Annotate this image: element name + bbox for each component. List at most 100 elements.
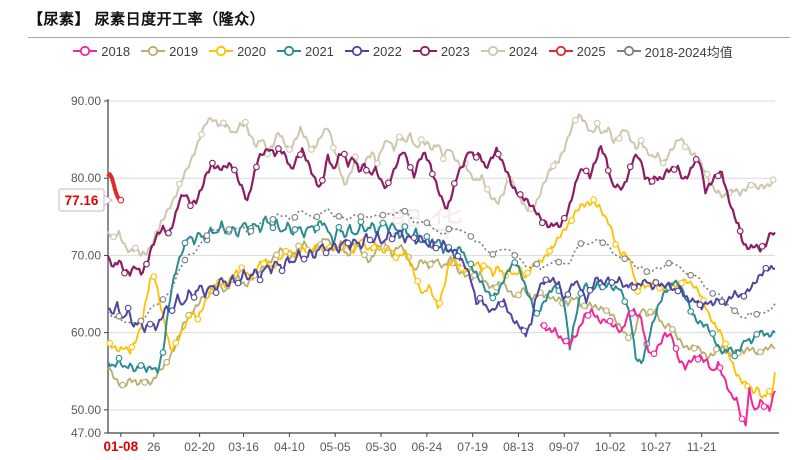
series-2022-marker	[586, 286, 594, 294]
series-mean-marker	[313, 213, 321, 221]
series-2022-marker	[542, 276, 550, 284]
series-2022-marker	[630, 284, 638, 291]
series-2023-marker	[428, 170, 436, 178]
series-2019-marker	[361, 251, 368, 259]
series-2019-marker	[625, 334, 632, 342]
series-2022-marker	[212, 289, 220, 296]
series-mean-marker	[137, 317, 145, 325]
series-2023-marker	[494, 150, 502, 158]
series-2020-marker	[150, 273, 158, 280]
series-2021-marker	[467, 260, 475, 268]
series-2024-marker	[110, 233, 117, 241]
series-2023-marker	[385, 179, 392, 187]
x-axis-label-06-24: 06-24	[411, 440, 442, 454]
series-2019-marker	[756, 348, 764, 356]
series-2019-marker	[669, 325, 676, 333]
series-mean-marker	[291, 214, 299, 221]
series-2024-marker	[308, 146, 315, 153]
series-2021-marker	[533, 310, 541, 317]
x-axis-label-08-13: 08-13	[503, 440, 534, 454]
legend-label: 2025	[576, 43, 606, 59]
series-2018-marker	[650, 350, 658, 358]
series-2021-marker	[621, 298, 629, 305]
series-2019-marker	[163, 358, 170, 366]
series-2023-marker	[758, 242, 766, 250]
series-2023-marker	[714, 172, 722, 180]
series-2022-marker	[256, 276, 264, 284]
legend-swatch-2019	[141, 45, 166, 57]
series-2024-marker	[549, 162, 557, 170]
series-2024-marker	[330, 144, 337, 152]
series-2019-marker	[119, 381, 127, 389]
series-mean-marker	[247, 227, 255, 235]
current-value-label: 77.16	[65, 193, 99, 208]
legend-item-2018: 2018	[73, 44, 130, 59]
series-2022-marker	[454, 252, 462, 260]
series-2019-marker	[295, 242, 302, 250]
legend-item-2019: 2019	[141, 44, 198, 59]
legend-item-2021: 2021	[276, 43, 334, 59]
series-2024-marker	[396, 133, 403, 141]
series-2021-marker	[401, 223, 409, 230]
series-2021-marker	[159, 349, 167, 356]
series-2022-marker	[432, 244, 440, 252]
x-axis-label-04-10: 04-10	[274, 440, 305, 454]
series-line-mean	[107, 208, 776, 324]
series-2024-marker	[483, 185, 491, 193]
series-2023-marker	[516, 191, 524, 198]
series-2019-marker	[273, 251, 280, 259]
legend-item-2022: 2022	[344, 44, 402, 59]
series-2019-marker	[581, 302, 588, 310]
series-2021-marker	[489, 294, 497, 302]
series-mean-marker	[445, 225, 453, 233]
series-mean-marker	[401, 207, 409, 215]
legend-label: 2018	[101, 43, 131, 59]
series-2024-marker	[374, 160, 381, 167]
current-value-callout	[58, 188, 105, 212]
legend-label: 2024	[508, 43, 538, 59]
series-line-2018	[539, 307, 776, 427]
series-2022-marker	[168, 307, 176, 314]
series-line-2023	[107, 145, 776, 277]
series-2019-marker	[603, 307, 610, 315]
legend-label: 2023	[440, 43, 470, 59]
series-2023-marker	[692, 155, 700, 163]
series-2018-marker	[562, 337, 570, 345]
series-2023-marker	[670, 166, 678, 173]
series-2023-marker	[582, 167, 590, 175]
series-2024-marker	[659, 159, 667, 167]
y-axis-label-70.00: 70.00	[71, 248, 101, 262]
series-2018-marker	[716, 364, 724, 372]
series-2024-marker	[571, 116, 579, 124]
series-2020-marker	[590, 196, 597, 204]
series-2022-marker	[652, 279, 660, 286]
series-2021-marker	[511, 259, 519, 266]
series-mean-marker	[709, 290, 717, 297]
series-2020-marker	[414, 277, 422, 285]
series-2024-marker	[286, 146, 293, 153]
series-2022-marker	[322, 249, 330, 257]
series-2023-marker	[648, 177, 656, 185]
x-axis-label-09-07: 09-07	[549, 440, 580, 454]
series-2018-marker	[540, 322, 548, 329]
series-2022-marker	[410, 234, 418, 242]
series-2023-marker	[165, 229, 172, 237]
series-2018-marker	[738, 415, 746, 423]
series-mean-marker	[225, 226, 233, 233]
legend-label: 2021	[304, 43, 334, 59]
series-2022-marker	[476, 294, 484, 302]
series-2020-marker	[634, 288, 641, 295]
series-2024-marker	[439, 155, 447, 163]
series-2023-marker	[560, 214, 568, 222]
series-2024-marker	[681, 143, 689, 151]
series-2022-marker	[366, 236, 374, 244]
series-2020-marker	[392, 254, 400, 261]
series-2021-marker	[137, 362, 145, 369]
series-2023-marker	[604, 167, 612, 174]
series-2020-marker	[128, 343, 136, 351]
series-2020-marker	[172, 339, 180, 347]
series-2023-marker	[143, 260, 150, 268]
x-axis-label-10-27: 10-27	[641, 440, 672, 454]
series-2022-marker	[564, 291, 572, 298]
series-mean-marker	[181, 256, 189, 264]
